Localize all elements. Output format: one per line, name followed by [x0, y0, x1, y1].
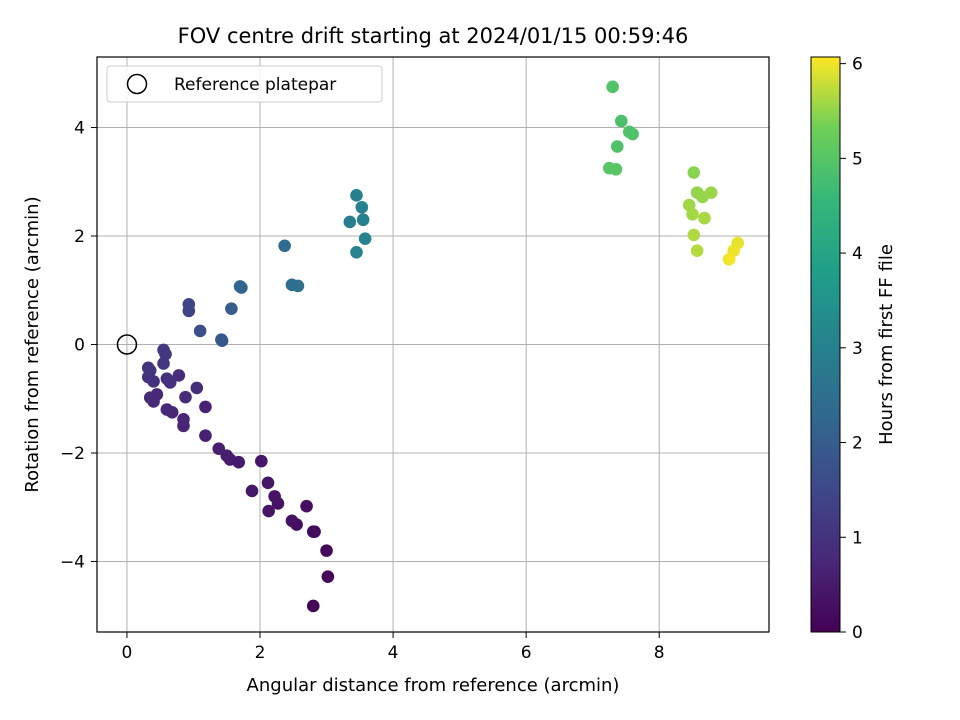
data-point	[704, 186, 718, 199]
data-point	[157, 343, 170, 357]
data-point	[199, 400, 212, 414]
data-point	[160, 372, 174, 385]
data-point	[177, 413, 190, 426]
colorbar-gradient	[811, 57, 840, 632]
data-point	[245, 484, 259, 498]
legend-box	[106, 65, 383, 103]
data-points	[141, 80, 745, 613]
x-tick-label: 0	[122, 643, 133, 663]
data-point	[606, 80, 619, 94]
data-point	[268, 490, 281, 503]
data-point	[358, 232, 372, 246]
data-point	[300, 499, 313, 513]
data-point	[182, 298, 196, 311]
legend-label: Reference platepar	[174, 75, 336, 95]
data-point	[609, 162, 623, 176]
colorbar-label: Hours from first FF file	[876, 244, 897, 445]
colorbar-tick-label: 4	[852, 244, 863, 264]
colorbar-frame	[810, 56, 841, 633]
data-point	[212, 442, 226, 455]
data-point	[160, 403, 174, 416]
data-point	[199, 429, 212, 442]
chart-title: FOV centre drift starting at 2024/01/15 …	[178, 24, 689, 48]
y-tick-label: −4	[60, 552, 85, 572]
y-tick-label: −2	[60, 444, 85, 464]
colorbar-tick-label: 3	[852, 339, 863, 359]
data-point	[698, 211, 711, 225]
colorbar: 0 1 2 3 4 5 6 Hours from first FF file	[810, 55, 897, 643]
y-tick-label: 4	[74, 119, 85, 139]
data-point	[190, 381, 204, 395]
data-point	[143, 364, 157, 377]
data-point	[306, 525, 320, 538]
data-point	[261, 476, 275, 490]
data-point	[255, 454, 268, 468]
y-axis-title: Rotation from reference (arcmin)	[22, 196, 43, 492]
data-point	[355, 200, 369, 214]
x-tick-label: 2	[255, 643, 266, 663]
colorbar-tick-label: 6	[852, 55, 863, 75]
x-tick-label: 8	[654, 643, 665, 663]
data-point	[179, 390, 192, 404]
y-axis-ticks: −4 −2 0 2 4	[60, 119, 97, 572]
colorbar-tick-label: 0	[852, 623, 863, 643]
data-point	[306, 599, 320, 613]
data-point	[233, 280, 247, 293]
data-point	[285, 514, 299, 528]
x-axis-ticks: 0 2 4 6 8	[122, 632, 665, 663]
colorbar-tick-label: 2	[852, 434, 863, 454]
data-point	[321, 570, 335, 583]
y-tick-label: 0	[74, 336, 85, 356]
y-tick-label: 2	[74, 227, 85, 247]
data-point	[687, 228, 701, 242]
x-tick-label: 4	[388, 643, 399, 663]
data-point	[350, 245, 363, 259]
data-point	[687, 166, 701, 179]
data-point	[722, 253, 736, 266]
data-point	[614, 114, 628, 128]
x-axis-title: Angular distance from reference (arcmin)	[247, 675, 620, 696]
data-point	[262, 504, 275, 518]
colorbar-tick-label: 5	[852, 149, 863, 169]
data-point	[193, 324, 207, 338]
reference-platepar-marker	[116, 334, 138, 355]
legend-marker-open-circle	[126, 73, 148, 95]
data-point	[686, 208, 699, 221]
data-point	[350, 189, 363, 202]
data-point	[225, 302, 238, 315]
data-point	[143, 391, 157, 404]
data-point	[622, 125, 636, 139]
data-point	[291, 279, 305, 293]
grid-lines	[97, 57, 769, 632]
data-point	[343, 215, 357, 229]
data-point	[320, 544, 333, 557]
colorbar-ticks: 0 1 2 3 4 5 6	[840, 55, 863, 643]
data-point	[278, 239, 291, 253]
data-point	[215, 333, 228, 346]
data-point	[356, 213, 370, 227]
legend: Reference platepar	[106, 65, 383, 103]
data-point	[172, 369, 186, 382]
data-point	[690, 244, 704, 257]
data-point	[611, 140, 624, 153]
x-tick-label: 6	[521, 643, 532, 663]
colorbar-tick-label: 1	[852, 528, 863, 548]
